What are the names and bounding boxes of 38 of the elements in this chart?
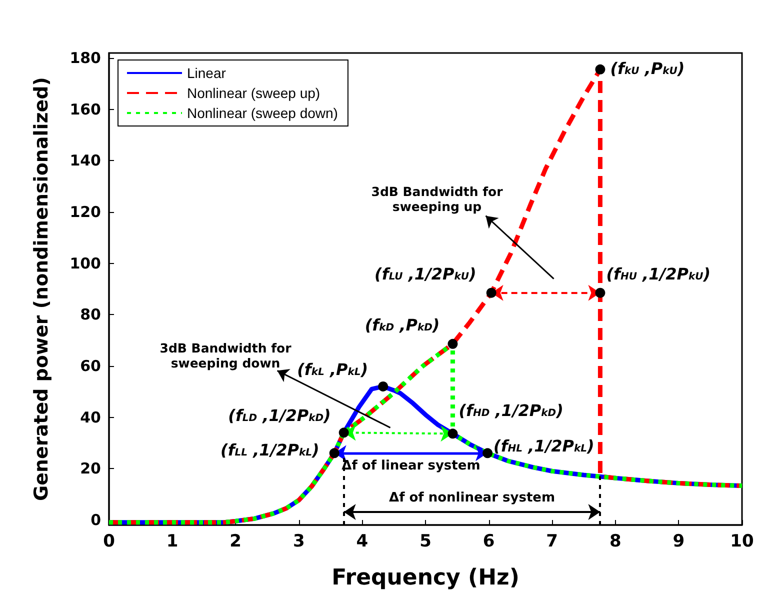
annotation: 3dB Bandwidth for sweeping down	[160, 340, 292, 371]
annotation: (fkD ,PkD)	[364, 315, 440, 334]
annotation: (fLU ,1/2PkU)	[374, 264, 476, 284]
annotation: (fkL ,PkL)	[297, 360, 368, 379]
y-tick-label: 60	[80, 356, 101, 375]
annotation: (fLL ,1/2PkL)	[220, 440, 320, 460]
x-tick-label: 0	[103, 532, 116, 552]
x-tick-label: 5	[420, 532, 432, 552]
y-tick-label: 0	[90, 510, 101, 529]
y-tick-label: 180	[70, 49, 101, 68]
annotation: (fLD ,1/2PkD)	[228, 406, 331, 426]
x-tick-label: 6	[482, 532, 495, 552]
x-tick-label: 7	[546, 532, 558, 552]
annotation: Δf of nonlinear system	[389, 490, 556, 506]
x-tick-label: 2	[230, 532, 242, 552]
x-tick-label: 9	[672, 532, 685, 552]
annotation: (fHD ,1/2PkD)	[458, 401, 564, 420]
y-tick-label: 100	[70, 254, 101, 272]
legend-label: Nonlinear (sweep up)	[187, 85, 320, 101]
x-tick-label: 8	[609, 532, 622, 552]
y-tick-label: 40	[80, 408, 101, 426]
x-axis-title: Frequency (Hz)	[332, 566, 520, 590]
x-tick-label: 4	[356, 532, 368, 552]
legend-label: Nonlinear (sweep down)	[187, 105, 338, 121]
legend-label: Linear	[187, 65, 226, 81]
y-tick-label: 160	[70, 100, 101, 118]
annotation: 3dB Bandwidth for sweeping up	[371, 184, 504, 214]
x-tick-label: 1	[166, 532, 178, 552]
annotation: (fHU ,1/2PkU)	[606, 264, 711, 284]
annotation: (fHL ,1/2PkL)	[494, 436, 594, 456]
y-tick-label: 140	[70, 152, 101, 170]
annotation: (fkU ,PkU)	[610, 58, 685, 78]
x-tick-label: 3	[292, 532, 305, 552]
x-tick-label: 10	[730, 532, 754, 552]
y-tick-label: 20	[80, 460, 101, 478]
y-tick-label: 120	[70, 203, 101, 222]
y-axis-title: Generated power (nondimensionalized)	[30, 77, 52, 501]
y-tick-label: 80	[80, 306, 101, 324]
